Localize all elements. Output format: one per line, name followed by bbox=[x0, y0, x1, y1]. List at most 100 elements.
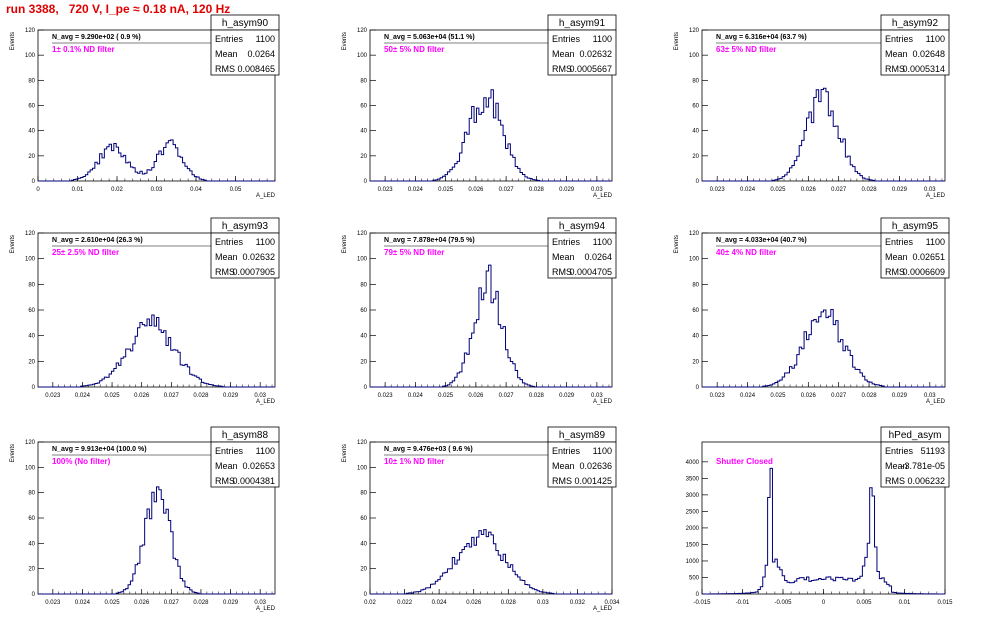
stats-key: RMS bbox=[215, 476, 235, 486]
histogram-h_asym88 bbox=[38, 486, 275, 595]
y-tick-label: 40 bbox=[360, 541, 367, 547]
x-tick-label: 0.034 bbox=[604, 600, 620, 606]
page-title: run 3388, 720 V, I_pe ≈ 0.18 nA, 120 Hz bbox=[6, 2, 231, 16]
x-tick-label: 0.023 bbox=[45, 600, 61, 606]
x-tick-label: 0.015 bbox=[937, 600, 953, 606]
y-tick-label: 3500 bbox=[686, 476, 700, 482]
filter-annotation: 79± 5% ND filter bbox=[384, 248, 444, 257]
x-tick-label: 0.028 bbox=[862, 393, 878, 399]
x-tick-label: -0.015 bbox=[693, 600, 711, 606]
histogram-h_asym89 bbox=[370, 529, 612, 595]
y-tick-label: 40 bbox=[28, 334, 35, 340]
x-tick-label: 0.026 bbox=[134, 600, 150, 606]
y-tick-label: 100 bbox=[357, 53, 368, 59]
x-tick-label: 0.026 bbox=[801, 393, 817, 399]
x-tick-label: 0.025 bbox=[438, 187, 454, 193]
panel-h_asym93: 0.023 0.024 0.025 0.026 0.027 0.028 0.029 0.03 0… bbox=[10, 217, 280, 405]
x-tick-label: 0.027 bbox=[499, 393, 515, 399]
x-tick-label: 0.025 bbox=[770, 187, 786, 193]
y-tick-label: 20 bbox=[692, 359, 699, 365]
x-tick-label: 0.028 bbox=[529, 393, 545, 399]
x-tick-label: 0.03 bbox=[151, 187, 163, 193]
histogram-h_asym95 bbox=[702, 309, 945, 388]
y-tick-label: 1500 bbox=[686, 542, 700, 548]
stats-key: Entries bbox=[552, 237, 581, 247]
stats-value: 0.0006609 bbox=[902, 267, 945, 277]
navg-label: N_avg = 9.913e+04 (100.0 %) bbox=[52, 446, 147, 453]
stats-key: RMS bbox=[552, 267, 572, 277]
y-tick-label: 120 bbox=[357, 28, 368, 34]
stats-box bbox=[210, 441, 280, 488]
y-tick-label: 20 bbox=[692, 154, 699, 160]
x-tick-label: 0.026 bbox=[466, 600, 482, 606]
stats-value: 0.008465 bbox=[237, 64, 275, 74]
y-tick-label: 0 bbox=[364, 179, 368, 185]
y-tick-label: 120 bbox=[689, 28, 700, 34]
y-tick-label: 40 bbox=[28, 129, 35, 135]
navg-label: N_avg = 4.033e+04 (40.7 %) bbox=[716, 237, 807, 244]
filter-annotation: 1± 0.1% ND filter bbox=[52, 45, 115, 54]
x-tick-label: 0.024 bbox=[408, 187, 424, 193]
x-tick-label: 0.023 bbox=[378, 393, 394, 399]
stats-key: RMS bbox=[215, 267, 235, 277]
x-tick-label: 0.025 bbox=[438, 393, 454, 399]
histogram-h_asym92 bbox=[702, 87, 945, 182]
x-tick-label: 0.023 bbox=[710, 187, 726, 193]
y-tick-label: 100 bbox=[25, 257, 36, 263]
stats-box bbox=[210, 232, 280, 279]
stats-box bbox=[210, 29, 280, 76]
y-tick-label: 20 bbox=[28, 154, 35, 160]
y-tick-label: 80 bbox=[360, 78, 367, 84]
x-tick-label: 0.05 bbox=[230, 187, 242, 193]
y-tick-label: 20 bbox=[360, 359, 367, 365]
x-tick-label: 0.01 bbox=[72, 187, 84, 193]
panel-h_asym94: 0.023 0.024 0.025 0.026 0.027 0.028 0.029 0.03 0… bbox=[342, 217, 617, 405]
stats-value: 0.0004705 bbox=[569, 267, 612, 277]
panel-hPed_asym: -0.015 -0.01 -0.005 0 0.005 0.01 0.015 0 500 1000… bbox=[686, 426, 953, 606]
stats-title: h_asym92 bbox=[892, 18, 939, 29]
stats-box bbox=[880, 29, 950, 76]
x-axis-label: A_LED bbox=[256, 193, 276, 199]
x-tick-label: 0 bbox=[822, 600, 826, 606]
stats-value: 0.02632 bbox=[579, 49, 612, 59]
stats-value: 0.02636 bbox=[579, 461, 612, 471]
stats-key: Mean bbox=[885, 461, 908, 471]
stats-key: RMS bbox=[552, 64, 572, 74]
y-tick-label: 2000 bbox=[686, 526, 700, 532]
x-tick-label: 0.03 bbox=[591, 393, 603, 399]
stats-key: Mean bbox=[215, 49, 238, 59]
stats-value: 51193 bbox=[921, 446, 945, 456]
y-tick-label: 500 bbox=[689, 575, 700, 581]
y-axis-label: Events bbox=[674, 235, 680, 253]
x-tick-label: 0.023 bbox=[710, 393, 726, 399]
y-tick-label: 20 bbox=[360, 567, 367, 573]
filter-annotation: 50± 5% ND filter bbox=[384, 45, 444, 54]
x-tick-label: 0.029 bbox=[559, 393, 575, 399]
y-tick-label: 60 bbox=[28, 104, 35, 110]
y-tick-label: 3000 bbox=[686, 493, 700, 499]
stats-key: RMS bbox=[552, 476, 572, 486]
y-tick-label: 60 bbox=[28, 308, 35, 314]
y-tick-label: 4000 bbox=[686, 460, 700, 466]
y-tick-label: 0 bbox=[696, 592, 700, 598]
navg-label: N_avg = 5.063e+04 (51.1 %) bbox=[384, 34, 475, 41]
histogram-hPed_asym bbox=[701, 467, 946, 595]
x-tick-label: -0.005 bbox=[774, 600, 792, 606]
x-tick-label: 0.026 bbox=[468, 393, 484, 399]
y-tick-label: 120 bbox=[25, 28, 36, 34]
stats-value: 0.006232 bbox=[907, 476, 945, 486]
y-tick-label: 100 bbox=[689, 53, 700, 59]
y-tick-label: 80 bbox=[28, 282, 35, 288]
stats-value: 1100 bbox=[256, 34, 275, 44]
x-tick-label: 0.03 bbox=[591, 187, 603, 193]
y-tick-label: 100 bbox=[25, 53, 36, 59]
navg-label: N_avg = 6.316e+04 (63.7 %) bbox=[716, 34, 807, 41]
navg-label: N_avg = 7.878e+04 (79.5 %) bbox=[384, 237, 475, 244]
y-axis-label: Events bbox=[342, 32, 348, 50]
stats-value: 0.001425 bbox=[574, 476, 612, 486]
y-tick-label: 60 bbox=[692, 104, 699, 110]
stats-title: h_asym88 bbox=[222, 430, 269, 441]
y-tick-label: 60 bbox=[28, 516, 35, 522]
stats-key: Mean bbox=[215, 252, 238, 262]
